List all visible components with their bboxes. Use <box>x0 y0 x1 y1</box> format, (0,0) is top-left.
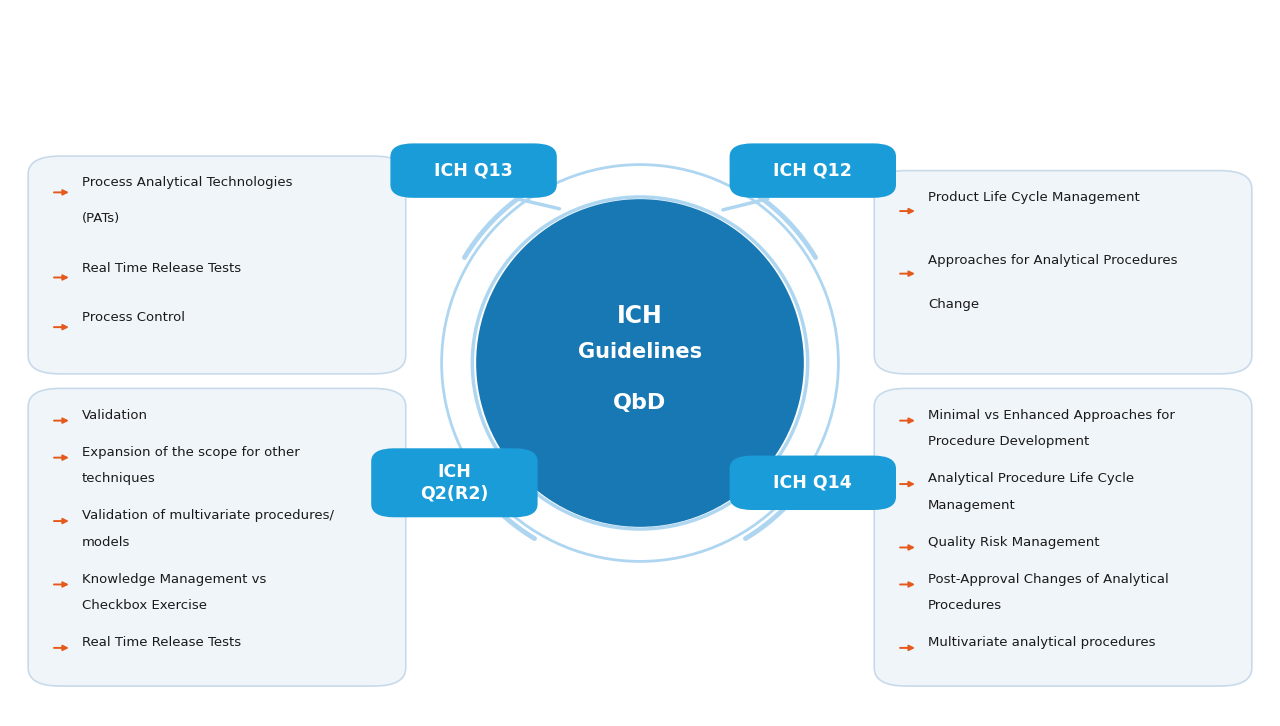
Text: Validation: Validation <box>82 409 148 422</box>
Text: ICH: ICH <box>617 303 663 328</box>
FancyBboxPatch shape <box>371 448 538 517</box>
FancyBboxPatch shape <box>28 388 406 686</box>
Text: Product Life Cycle Management: Product Life Cycle Management <box>928 191 1139 204</box>
FancyBboxPatch shape <box>874 388 1252 686</box>
Text: ICH Q12: ICH Q12 <box>773 162 852 179</box>
Text: Real Time Release Tests: Real Time Release Tests <box>82 261 241 274</box>
Text: Post-Approval Changes of Analytical: Post-Approval Changes of Analytical <box>928 573 1169 586</box>
Text: Multivariate analytical procedures: Multivariate analytical procedures <box>928 636 1156 649</box>
Text: Procedures: Procedures <box>928 599 1002 612</box>
FancyBboxPatch shape <box>390 144 557 197</box>
FancyBboxPatch shape <box>874 171 1252 374</box>
Text: ICH Q13: ICH Q13 <box>434 162 513 179</box>
Text: Expansion of the scope for other: Expansion of the scope for other <box>82 446 300 459</box>
Text: Minimal vs Enhanced Approaches for: Minimal vs Enhanced Approaches for <box>928 409 1175 422</box>
Text: Checkbox Exercise: Checkbox Exercise <box>82 599 207 612</box>
Text: Quality Risk Management: Quality Risk Management <box>928 536 1100 549</box>
Text: Analytical Procedure Life Cycle: Analytical Procedure Life Cycle <box>928 472 1134 485</box>
FancyBboxPatch shape <box>730 456 896 510</box>
Text: Management: Management <box>928 499 1016 512</box>
Ellipse shape <box>476 199 804 527</box>
FancyBboxPatch shape <box>28 156 406 374</box>
Text: Validation of multivariate procedures/: Validation of multivariate procedures/ <box>82 509 334 522</box>
Text: techniques: techniques <box>82 472 156 485</box>
Text: ICH
Q2(R2): ICH Q2(R2) <box>420 462 489 503</box>
FancyBboxPatch shape <box>730 144 896 197</box>
Text: Guidelines: Guidelines <box>579 342 701 362</box>
Text: Approaches for Analytical Procedures: Approaches for Analytical Procedures <box>928 253 1178 266</box>
Text: (PATs): (PATs) <box>82 212 120 225</box>
Text: Knowledge Management vs: Knowledge Management vs <box>82 573 266 586</box>
Text: Change: Change <box>928 298 979 311</box>
Text: QbD: QbD <box>613 393 667 413</box>
Text: ICH Q14: ICH Q14 <box>773 474 852 492</box>
Text: Process Control: Process Control <box>82 311 184 325</box>
Text: Process Analytical Technologies: Process Analytical Technologies <box>82 176 292 189</box>
Text: models: models <box>82 536 131 549</box>
Text: Real Time Release Tests: Real Time Release Tests <box>82 636 241 649</box>
Text: Procedure Development: Procedure Development <box>928 435 1089 448</box>
